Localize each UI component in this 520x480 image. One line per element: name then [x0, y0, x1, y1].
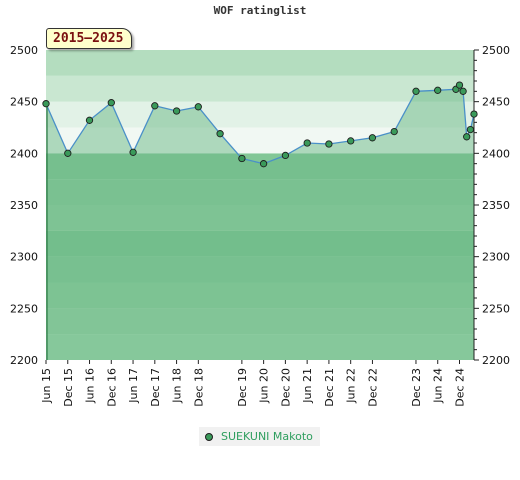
y-tick-label-left: 2400 — [10, 147, 38, 160]
chart-title: WOF ratinglist — [213, 4, 307, 17]
data-point[interactable] — [470, 110, 478, 118]
data-point[interactable] — [42, 100, 50, 108]
legend[interactable]: SUEKUNI Makoto — [199, 427, 320, 446]
y-tick-label-right: 2450 — [482, 96, 510, 109]
x-tick-label: Dec 21 — [323, 368, 336, 407]
y-tick-label-left: 2450 — [10, 96, 38, 109]
x-tick-label: Dec 18 — [192, 368, 205, 407]
data-point[interactable] — [172, 107, 181, 115]
x-tick-label: Dec 23 — [410, 368, 423, 407]
x-tick-label: Dec 24 — [454, 368, 467, 407]
data-point[interactable] — [368, 134, 377, 142]
data-point[interactable] — [390, 127, 398, 136]
background-band-11 — [46, 50, 474, 76]
data-point[interactable] — [194, 103, 202, 111]
background-band-10 — [46, 75, 474, 102]
y-tick-label-right: 2200 — [482, 354, 510, 367]
data-point[interactable] — [463, 133, 471, 141]
y-tick-label-right: 2250 — [482, 302, 510, 315]
data-point[interactable] — [412, 87, 420, 95]
data-point[interactable] — [466, 125, 475, 134]
x-tick-label: Dec 15 — [62, 368, 75, 407]
y-tick-label-left: 2300 — [10, 251, 38, 264]
x-tick-label: Jun 17 — [127, 368, 140, 404]
x-tick-label: Jun 24 — [432, 368, 445, 404]
y-tick-label-left: 2500 — [10, 44, 38, 57]
y-tick-label-left: 2200 — [10, 354, 38, 367]
data-point[interactable] — [64, 149, 72, 157]
legend-label: SUEKUNI Makoto — [221, 430, 313, 443]
y-tick-label-right: 2300 — [482, 251, 510, 264]
data-point[interactable] — [129, 148, 137, 156]
y-tick-label-left: 2350 — [10, 199, 38, 212]
area-fill — [46, 85, 474, 360]
series-markers — [42, 81, 478, 168]
data-point[interactable] — [238, 154, 246, 163]
x-tick-label: Jun 16 — [84, 368, 97, 404]
y-axis-right: 2200 2250 2300 2350 2400 2450 2500 — [473, 44, 510, 367]
data-point[interactable] — [434, 86, 442, 94]
data-point[interactable] — [455, 81, 464, 89]
x-axis: Jun 15 Dec 15 Jun 16 Dec 16 Jun 17 Dec 17 Jun … — [40, 360, 467, 407]
y-tick-label-right: 2400 — [482, 147, 510, 160]
data-point[interactable] — [281, 151, 290, 160]
data-point[interactable] — [347, 137, 355, 145]
data-point[interactable] — [85, 116, 94, 124]
y-tick-label-left: 2250 — [10, 302, 38, 315]
data-point[interactable] — [303, 139, 311, 147]
data-point[interactable] — [259, 160, 268, 168]
data-point[interactable] — [151, 102, 159, 110]
date-range-badge: 2015–2025 — [46, 28, 133, 49]
x-tick-label: Dec 20 — [279, 368, 292, 407]
data-point[interactable] — [107, 99, 115, 107]
x-tick-label: Jun 21 — [301, 368, 314, 404]
y-tick-label-right: 2350 — [482, 199, 510, 212]
legend-marker-icon — [205, 432, 213, 441]
y-tick-label-right: 2500 — [482, 44, 510, 57]
x-tick-label: Dec 17 — [149, 368, 162, 407]
x-tick-label: Jun 22 — [345, 368, 358, 404]
x-tick-label: Dec 19 — [236, 368, 249, 407]
x-tick-label: Dec 22 — [366, 368, 379, 407]
x-tick-label: Jun 20 — [258, 368, 271, 404]
x-tick-label: Dec 16 — [105, 368, 118, 407]
data-point[interactable] — [325, 140, 333, 148]
data-point[interactable] — [459, 87, 467, 95]
data-point[interactable] — [216, 130, 224, 138]
y-axis-left: 2200 2250 2300 2350 2400 2450 2500 — [10, 44, 38, 367]
x-tick-label: Jun 15 — [40, 368, 53, 404]
x-tick-label: Jun 18 — [171, 368, 184, 404]
